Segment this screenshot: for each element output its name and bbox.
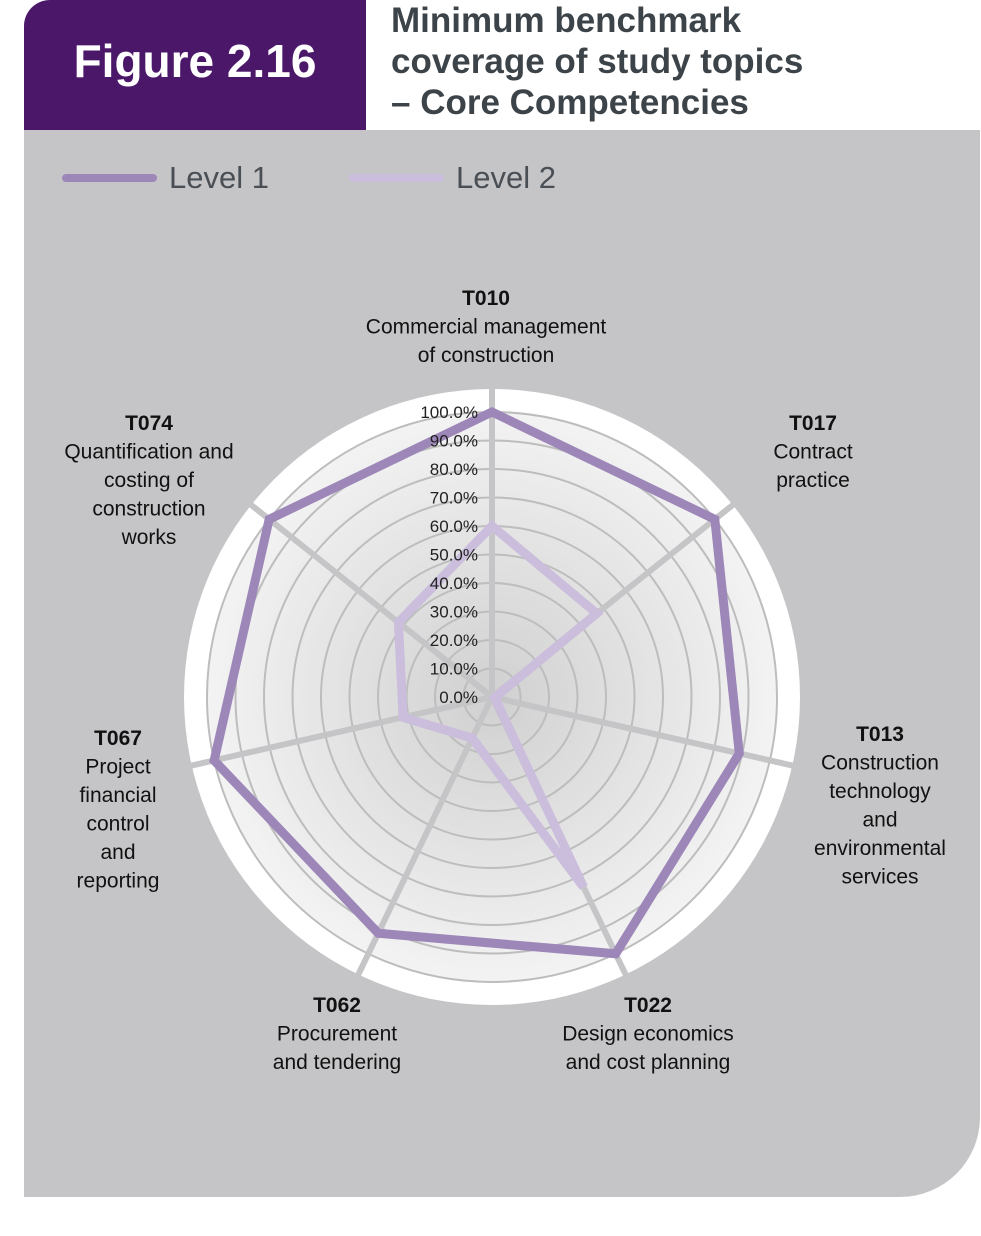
axis-spoke — [232, 488, 494, 700]
axis-spoke — [346, 695, 495, 996]
topic-name: environmental — [814, 837, 946, 860]
tick-label: 20.0% — [430, 631, 478, 650]
topic-name: costing of — [104, 469, 194, 492]
topic-name: Contract — [773, 441, 853, 464]
topic-name: services — [841, 866, 918, 889]
topic-name: Project — [85, 756, 151, 779]
topic-code: T074 — [125, 412, 173, 435]
axis-label-t017: T017 Contract practice — [773, 412, 853, 492]
topic-name: construction — [92, 498, 205, 521]
legend-swatch — [349, 174, 444, 182]
topic-code: T022 — [624, 994, 672, 1017]
axis-spoke — [169, 694, 493, 774]
axis-label-t067: T067 Project financial control and reporting — [77, 727, 160, 893]
tick-label: 90.0% — [430, 432, 478, 451]
topic-name: and — [100, 841, 135, 864]
topic-name: practice — [776, 469, 850, 492]
topic-name: Procurement — [277, 1023, 397, 1046]
topic-code: T017 — [789, 412, 837, 435]
topic-code: T013 — [856, 723, 904, 746]
topic-name: works — [121, 526, 177, 549]
topic-name: and cost planning — [566, 1051, 731, 1074]
topic-name: of construction — [418, 344, 555, 367]
topic-name: technology — [829, 780, 931, 803]
axis-label-t010: T010 Commercial management of construction — [366, 287, 607, 367]
tick-label: 80.0% — [430, 460, 478, 479]
topic-code: T067 — [94, 727, 142, 750]
title-line: coverage of study topics — [391, 42, 804, 81]
axis-label-t022: T022 Design economics and cost planning — [562, 994, 734, 1074]
topic-name: and — [862, 809, 897, 832]
topic-name: Quantification and — [64, 441, 233, 464]
tick-label: 40.0% — [430, 574, 478, 593]
title-line: – Core Competencies — [391, 83, 749, 122]
figure-label: Figure 2.16 — [73, 35, 317, 87]
legend-label: Level 2 — [456, 160, 556, 195]
tick-label: 50.0% — [430, 546, 478, 565]
topic-name: control — [86, 813, 149, 836]
topic-code: T062 — [313, 994, 361, 1017]
legend-item-level-2: Level 2 — [349, 160, 556, 196]
figure-label-box: Figure 2.16 — [24, 0, 366, 130]
topic-name: Design economics — [562, 1023, 734, 1046]
axis-label-t074: T074 Quantification and costing of construc… — [64, 412, 233, 549]
topic-name: Commercial management — [366, 316, 607, 339]
tick-label: 30.0% — [430, 603, 478, 622]
topic-code: T010 — [462, 287, 510, 310]
topic-name: reporting — [77, 870, 160, 893]
tick-label: 0.0% — [439, 688, 478, 707]
tick-label: 70.0% — [430, 489, 478, 508]
series-line-level-1 — [209, 407, 744, 959]
axis-label-t013: T013 Construction technology and environment… — [814, 723, 946, 889]
tick-label: 10.0% — [430, 660, 478, 679]
legend-item-level-1: Level 1 — [62, 160, 269, 196]
tick-label: 100.0% — [420, 403, 478, 422]
title-line: Minimum benchmark — [391, 1, 742, 40]
axis-spoke — [491, 694, 815, 774]
axis-label-t062: T062 Procurement and tendering — [273, 994, 401, 1074]
legend-label: Level 1 — [169, 160, 269, 195]
tick-label: 60.0% — [430, 517, 478, 536]
legend-swatch — [62, 174, 157, 182]
topic-name: and tendering — [273, 1051, 401, 1074]
series-line-level-2 — [393, 519, 604, 890]
topic-name: Construction — [821, 752, 939, 775]
topic-name: financial — [79, 784, 156, 807]
chart-title: Minimum benchmark coverage of study topi… — [391, 0, 951, 123]
